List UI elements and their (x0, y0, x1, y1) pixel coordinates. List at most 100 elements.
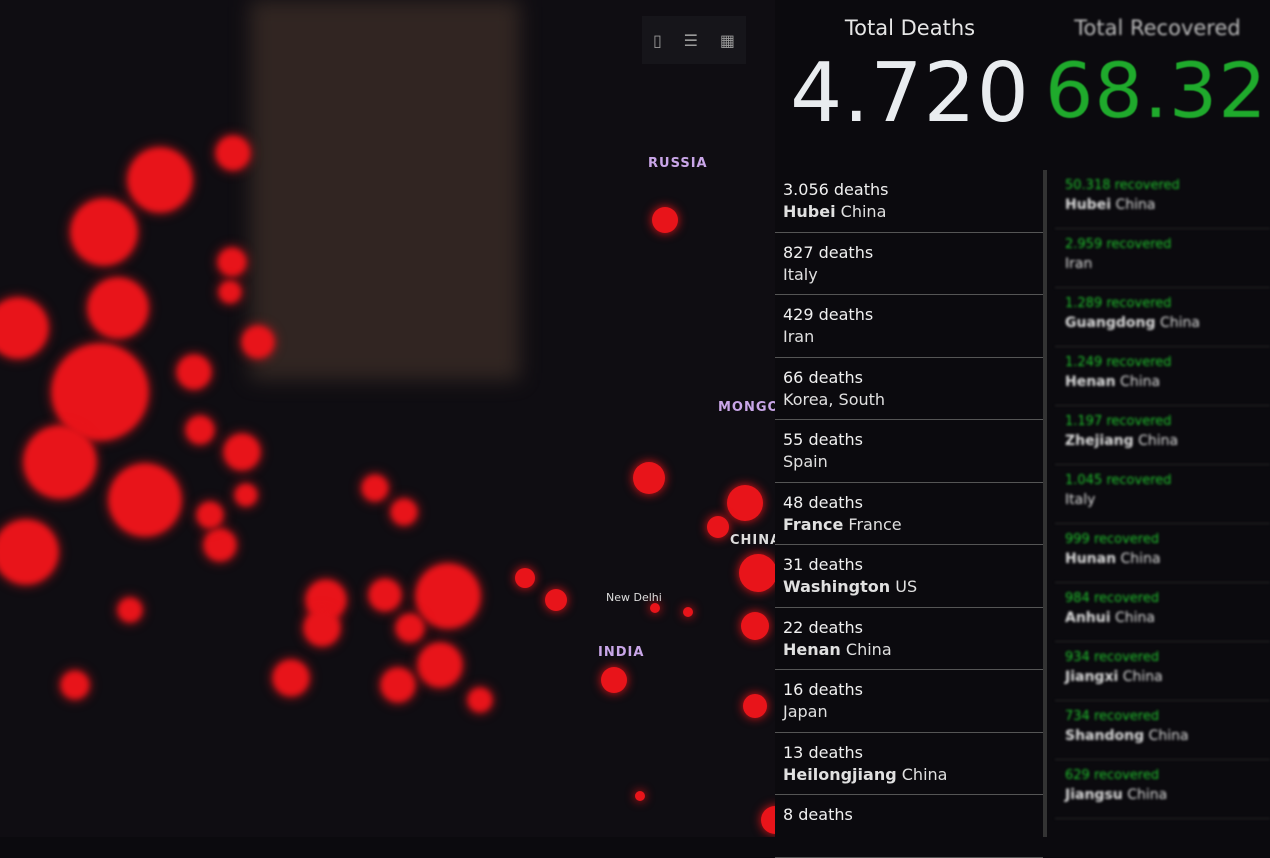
item-country: China (1115, 610, 1155, 626)
map-marker[interactable] (128, 148, 192, 212)
map-marker[interactable] (741, 612, 769, 640)
map-marker[interactable] (218, 248, 246, 276)
map-marker[interactable] (235, 484, 257, 506)
list-item[interactable]: 13 deaths Heilongjiang China (775, 733, 1043, 795)
map-marker[interactable] (545, 589, 567, 611)
map-marker[interactable] (418, 643, 462, 687)
list-item[interactable]: 1.289 recovered Guangdong China (1055, 288, 1270, 347)
item-region: Shandong (1065, 728, 1145, 744)
list-item[interactable]: 629 recovered Jiangsu China (1055, 760, 1270, 819)
map-marker[interactable] (0, 298, 48, 358)
list-item[interactable]: 1.249 recovered Henan China (1055, 347, 1270, 406)
total-recovered-title: Total Recovered (1074, 16, 1241, 40)
map-marker[interactable] (743, 694, 767, 718)
map-marker[interactable] (118, 598, 142, 622)
list-item[interactable]: 827 deaths Italy (775, 233, 1043, 295)
map-marker[interactable] (739, 554, 775, 592)
item-place: Heilongjiang China (783, 765, 1043, 784)
deaths-list[interactable]: 3.056 deaths Hubei China 827 deaths Italy 4… (775, 170, 1047, 858)
map-marker[interactable] (216, 136, 250, 170)
map-view[interactable]: RUSSIA MONGO CHINA INDIA New Delhi ▯ ☰ ▦ (0, 0, 775, 837)
map-marker[interactable] (61, 671, 89, 699)
list-item[interactable]: 984 recovered Anhui China (1055, 583, 1270, 642)
map-marker[interactable] (52, 344, 148, 440)
list-item[interactable]: 1.197 recovered Zhejiang China (1055, 406, 1270, 465)
list-item[interactable]: 3.056 deaths Hubei China (775, 170, 1043, 233)
list-item[interactable]: 50.318 recovered Hubei China (1055, 170, 1270, 229)
recovered-list[interactable]: 50.318 recovered Hubei China 2.959 recover… (1055, 170, 1270, 837)
list-item[interactable]: 734 recovered Shandong China (1055, 701, 1270, 760)
item-country: Japan (783, 702, 828, 721)
total-recovered-panel: Total Recovered 68.324 (1045, 0, 1270, 165)
map-land-region (250, 0, 520, 380)
map-marker[interactable] (273, 660, 309, 696)
map-marker[interactable] (369, 579, 401, 611)
map-marker[interactable] (204, 529, 236, 561)
list-item[interactable]: 48 deaths France France (775, 483, 1043, 545)
map-marker[interactable] (683, 607, 693, 617)
map-marker[interactable] (652, 207, 678, 233)
map-marker[interactable] (88, 278, 148, 338)
list-item[interactable]: 2.959 recovered Iran (1055, 229, 1270, 288)
list-item[interactable]: 55 deaths Spain (775, 420, 1043, 483)
item-country: US (895, 577, 918, 596)
list-item[interactable]: 22 deaths Henan China (775, 608, 1043, 670)
map-marker[interactable] (601, 667, 627, 693)
map-marker[interactable] (635, 791, 645, 801)
map-marker[interactable] (633, 462, 665, 494)
list-item[interactable]: 1.045 recovered Italy (1055, 465, 1270, 524)
list-item[interactable]: 8 deaths (775, 795, 1043, 858)
list-item[interactable]: 66 deaths Korea, South (775, 358, 1043, 420)
list-item[interactable]: 429 deaths Iran (775, 295, 1043, 358)
map-marker[interactable] (468, 688, 492, 712)
map-marker[interactable] (381, 668, 415, 702)
map-marker[interactable] (224, 434, 260, 470)
list-item[interactable]: 934 recovered Jiangxi China (1055, 642, 1270, 701)
map-marker[interactable] (391, 499, 417, 525)
map-marker[interactable] (219, 281, 241, 303)
item-place: Hubei China (783, 202, 1043, 221)
map-toolbar: ▯ ☰ ▦ (642, 16, 746, 64)
grid-icon[interactable]: ▦ (719, 30, 736, 50)
item-country: China (1120, 374, 1161, 390)
list-item[interactable]: 999 recovered Hunan China (1055, 524, 1270, 583)
item-country: Italy (1065, 492, 1096, 508)
list-icon[interactable]: ☰ (683, 30, 699, 50)
map-marker[interactable] (186, 416, 214, 444)
item-place: Shandong China (1065, 728, 1270, 744)
item-count: 1.045 recovered (1065, 473, 1172, 488)
item-region: Jiangsu (1065, 787, 1123, 803)
map-marker[interactable] (24, 426, 96, 498)
map-marker[interactable] (177, 355, 211, 389)
map-label-russia: RUSSIA (648, 156, 708, 171)
map-marker[interactable] (362, 475, 388, 501)
map-marker[interactable] (707, 516, 729, 538)
total-deaths-title: Total Deaths (844, 16, 976, 40)
map-marker[interactable] (727, 485, 763, 521)
map-marker[interactable] (396, 614, 424, 642)
map-marker[interactable] (0, 520, 58, 584)
map-marker[interactable] (416, 564, 480, 628)
map-marker[interactable] (109, 464, 181, 536)
map-marker[interactable] (761, 806, 775, 834)
list-item[interactable]: 16 deaths Japan (775, 670, 1043, 733)
map-marker[interactable] (197, 502, 223, 528)
item-count: 13 deaths (783, 742, 863, 762)
item-country: China (1120, 551, 1161, 567)
map-marker[interactable] (304, 610, 340, 646)
total-deaths-value: 4.720 (790, 46, 1030, 141)
map-marker[interactable] (650, 603, 660, 613)
list-item[interactable]: 31 deaths Washington US (775, 545, 1043, 608)
map-marker[interactable] (71, 199, 137, 265)
item-country: France (848, 514, 902, 534)
item-place: Italy (1065, 492, 1270, 508)
item-place: Zhejiang China (1065, 433, 1270, 449)
item-count: 31 deaths (783, 555, 863, 574)
item-region: Jiangxi (1065, 669, 1119, 685)
item-region: Henan (1065, 374, 1116, 390)
map-marker[interactable] (242, 326, 274, 358)
item-region: Zhejiang (1065, 433, 1134, 449)
bookmark-icon[interactable]: ▯ (652, 30, 662, 50)
item-country: Iran (783, 327, 815, 346)
map-marker[interactable] (515, 568, 535, 588)
